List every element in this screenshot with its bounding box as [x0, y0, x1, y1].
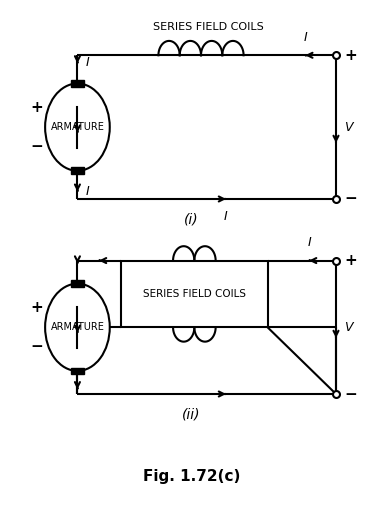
- Bar: [71, 367, 83, 374]
- Text: ARMATURE: ARMATURE: [51, 122, 105, 132]
- Text: (i): (i): [184, 213, 199, 227]
- Text: +: +: [30, 100, 43, 115]
- Text: +: +: [344, 253, 357, 268]
- Bar: [71, 280, 83, 287]
- Circle shape: [45, 84, 110, 171]
- Text: I: I: [308, 236, 311, 249]
- Text: −: −: [344, 386, 357, 401]
- Text: ARMATURE: ARMATURE: [51, 322, 105, 332]
- Text: V: V: [344, 321, 353, 334]
- Text: I: I: [86, 185, 90, 198]
- Text: I: I: [224, 211, 228, 223]
- Text: SERIES FIELD COILS: SERIES FIELD COILS: [153, 22, 264, 32]
- Circle shape: [45, 284, 110, 371]
- Text: SERIES FIELD COILS: SERIES FIELD COILS: [143, 289, 246, 299]
- Text: (ii): (ii): [182, 408, 201, 422]
- Text: V: V: [344, 121, 353, 134]
- Text: I: I: [304, 31, 308, 44]
- Text: +: +: [30, 300, 43, 315]
- Text: −: −: [344, 191, 357, 206]
- Text: −: −: [30, 139, 43, 154]
- Bar: [71, 167, 83, 174]
- Text: I: I: [86, 56, 90, 70]
- Bar: [71, 80, 83, 87]
- Bar: [121, 261, 268, 327]
- Text: +: +: [344, 48, 357, 63]
- Text: −: −: [30, 340, 43, 354]
- Text: Fig. 1.72(c): Fig. 1.72(c): [143, 469, 240, 483]
